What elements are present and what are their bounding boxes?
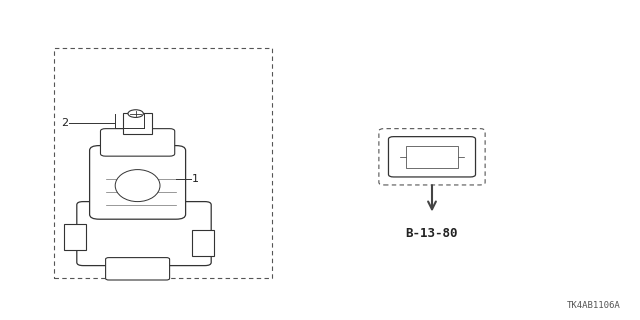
FancyBboxPatch shape	[123, 113, 152, 134]
Text: 1: 1	[192, 174, 199, 184]
Polygon shape	[64, 224, 86, 250]
FancyBboxPatch shape	[77, 202, 211, 266]
FancyBboxPatch shape	[106, 258, 170, 280]
Text: 2: 2	[61, 118, 68, 128]
FancyBboxPatch shape	[406, 146, 458, 168]
Circle shape	[128, 110, 143, 117]
Text: TK4AB1106A: TK4AB1106A	[567, 301, 621, 310]
FancyBboxPatch shape	[90, 146, 186, 219]
Polygon shape	[192, 230, 214, 256]
Text: B-13-80: B-13-80	[406, 227, 458, 240]
Ellipse shape	[115, 170, 160, 202]
FancyBboxPatch shape	[388, 137, 476, 177]
FancyBboxPatch shape	[100, 129, 175, 156]
